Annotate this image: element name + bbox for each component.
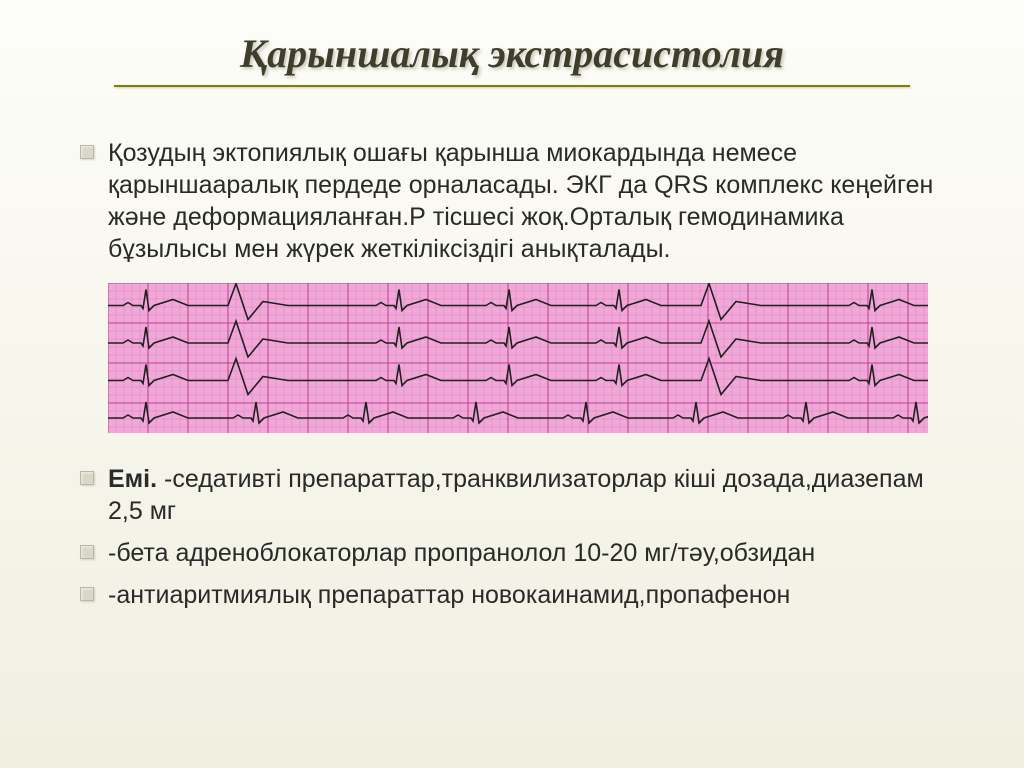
- bullet-item-3: -бета адреноблокаторлар пропранолол 10-2…: [80, 537, 964, 569]
- bullet-item-1: Қозудың эктопиялық ошағы қарынша миокард…: [80, 137, 964, 265]
- paragraph-1: Қозудың эктопиялық ошағы қарынша миокард…: [108, 137, 964, 265]
- bullet-item-4: -антиаритмиялық препараттар новокаинамид…: [80, 579, 964, 611]
- ecg-image: [108, 283, 928, 433]
- bullet-4-text: -антиаритмиялық препараттар новокаинамид…: [108, 579, 790, 611]
- treatment-label: Емі.: [108, 465, 157, 493]
- slide: Қарыншалық экстрасистолия Қозудың эктопи…: [0, 0, 1024, 768]
- square-bullet-icon: [80, 471, 94, 485]
- bullet-3-text: -бета адреноблокаторлар пропранолол 10-2…: [108, 537, 815, 569]
- treatment-text: -седативті препараттар,транквилизаторлар…: [108, 465, 924, 525]
- square-bullet-icon: [80, 587, 94, 601]
- title-underline: [114, 85, 910, 87]
- square-bullet-icon: [80, 145, 94, 159]
- content-area: Қозудың эктопиялық ошағы қарынша миокард…: [60, 137, 964, 611]
- slide-title: Қарыншалық экстрасистолия: [60, 30, 964, 77]
- ecg-chart: [108, 283, 928, 433]
- square-bullet-icon: [80, 545, 94, 559]
- treatment-line: Емі. -седативті препараттар,транквилизат…: [108, 463, 964, 527]
- bullet-item-2: Емі. -седативті препараттар,транквилизат…: [80, 463, 964, 527]
